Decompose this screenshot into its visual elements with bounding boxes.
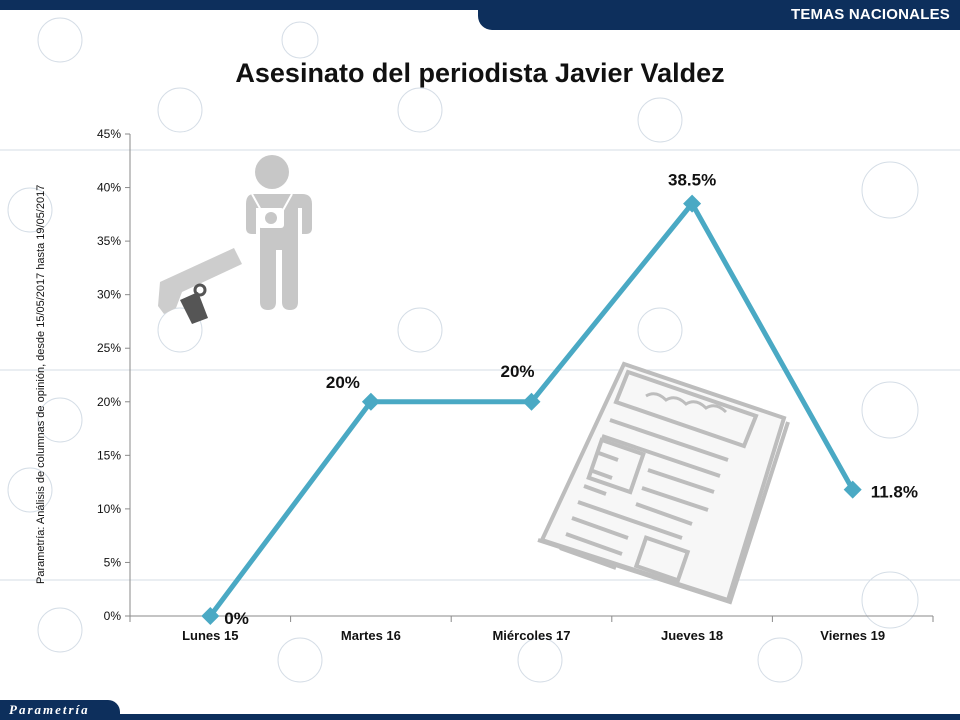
data-label: 20%: [500, 362, 534, 381]
footer-bar: [120, 714, 960, 720]
y-tick-label: 0%: [104, 609, 122, 623]
footer-brand-box: Parametría: [0, 700, 120, 720]
section-tab: TEMAS NACIONALES: [478, 0, 960, 30]
y-tick-label: 20%: [97, 395, 121, 409]
footer-brand: Parametría: [9, 702, 90, 717]
data-point: [843, 480, 862, 499]
data-point: [522, 392, 541, 411]
data-point: [201, 607, 220, 625]
chart-title: Asesinato del periodista Javier Valdez: [235, 58, 725, 88]
data-label: 20%: [326, 373, 360, 392]
journalist-icon: [244, 155, 312, 310]
y-tick-label: 45%: [97, 127, 121, 141]
newspaper-icon: [537, 361, 790, 605]
y-tick-label: 30%: [97, 288, 121, 302]
y-tick-label: 35%: [97, 234, 121, 248]
x-tick-label: Martes 16: [341, 628, 401, 643]
x-tick-label: Miércoles 17: [492, 628, 570, 643]
x-tick-label: Viernes 19: [820, 628, 885, 643]
y-tick-label: 5%: [104, 555, 122, 569]
axes: 0% 5% 10% 15% 20% 25% 30% 35% 40% 45% Lunes 15 Mart…: [97, 127, 934, 643]
data-label: 38.5%: [668, 171, 716, 190]
gun-icon: [158, 248, 242, 324]
x-tick-label: Jueves 18: [661, 628, 723, 643]
y-tick-label: 15%: [97, 448, 121, 462]
data-label: 0%: [224, 609, 249, 628]
y-tick-label: 10%: [97, 502, 121, 516]
series-line: [201, 194, 862, 625]
y-tick-label: 40%: [97, 181, 121, 195]
x-tick-label: Lunes 15: [182, 628, 238, 643]
data-label: 11.8%: [871, 483, 918, 502]
data-labels: 0% 20% 20% 38.5% 11.8%: [224, 171, 918, 628]
y-tick-label: 25%: [97, 341, 121, 355]
data-point: [361, 392, 380, 411]
section-label: TEMAS NACIONALES: [790, 6, 950, 23]
data-point: [683, 194, 702, 213]
